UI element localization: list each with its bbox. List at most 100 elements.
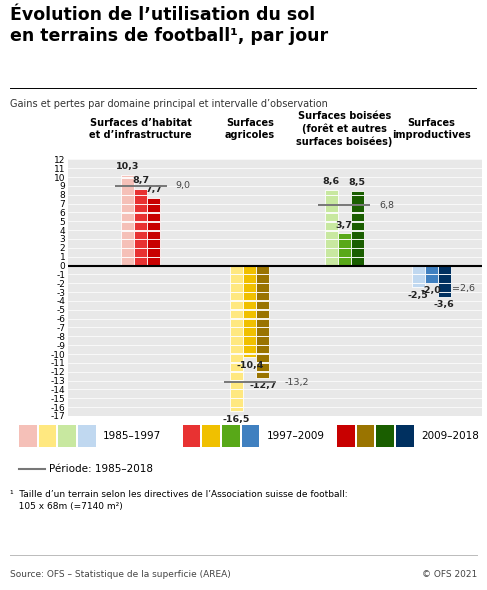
Text: -2,0: -2,0 [421,286,442,296]
Bar [324,195,337,204]
Bar [256,354,269,362]
Bar [134,231,148,239]
FancyBboxPatch shape [356,425,375,447]
Bar [243,345,256,353]
Bar [256,363,269,371]
Bar [351,222,364,230]
Bar [243,327,256,336]
Bar [256,310,269,318]
Bar [121,195,134,204]
Bar [230,354,243,362]
Bar [438,274,451,283]
FancyBboxPatch shape [19,425,37,447]
Bar [324,240,337,248]
Bar [230,327,243,336]
Bar [134,195,148,204]
FancyBboxPatch shape [203,425,220,447]
Bar [243,283,256,291]
Bar [337,257,351,266]
Bar [121,178,134,186]
Bar [121,175,134,177]
Text: ¹  Taille d’un terrain selon les directives de l’Association suisse de football:: ¹ Taille d’un terrain selon les directiv… [10,490,347,510]
Bar [148,222,160,230]
Bar [425,266,438,274]
Bar [230,372,243,380]
Bar [230,363,243,371]
Text: 8,5: 8,5 [349,178,366,187]
Bar [134,222,148,230]
Text: Surfaces
improductives: Surfaces improductives [392,117,470,140]
Bar [121,204,134,212]
Text: © OFS 2021: © OFS 2021 [422,569,477,579]
Bar [134,213,148,221]
Text: 8,6: 8,6 [322,177,339,186]
Text: 1985–1997: 1985–1997 [103,431,162,441]
Bar [148,198,160,204]
Text: 8,7: 8,7 [132,176,150,185]
Text: 2009–2018: 2009–2018 [421,431,479,441]
Bar [243,310,256,318]
Bar [351,195,364,204]
Text: Période: 1985–2018: Période: 1985–2018 [50,464,153,474]
Bar [243,274,256,283]
Bar [324,222,337,230]
Text: 7,7: 7,7 [146,185,162,194]
Bar [256,327,269,336]
Bar [243,336,256,345]
FancyBboxPatch shape [58,425,76,447]
Bar [243,354,256,358]
Bar [243,319,256,327]
Bar [148,248,160,257]
Bar [256,292,269,300]
Bar [121,240,134,248]
Bar [256,274,269,283]
Bar [256,266,269,274]
Bar [148,204,160,212]
FancyBboxPatch shape [78,425,96,447]
Bar [121,186,134,195]
FancyBboxPatch shape [242,425,260,447]
Bar [134,257,148,266]
Bar [148,257,160,266]
Text: Évolution de l’utilisation du sol
en terrains de football¹, par jour: Évolution de l’utilisation du sol en ter… [10,6,328,45]
Bar [324,204,337,212]
Bar [256,319,269,327]
Bar [230,266,243,274]
Bar [351,191,364,195]
FancyBboxPatch shape [183,425,201,447]
Bar [324,257,337,266]
Text: 1997–2009: 1997–2009 [267,431,325,441]
Text: -2,5: -2,5 [408,291,429,300]
FancyBboxPatch shape [222,425,240,447]
Bar [121,222,134,230]
FancyBboxPatch shape [39,425,56,447]
Bar [230,336,243,345]
Bar [121,248,134,257]
Bar [230,389,243,398]
Text: Surfaces d’habitat
et d’infrastructure: Surfaces d’habitat et d’infrastructure [90,117,192,140]
Bar [148,231,160,239]
Bar [148,213,160,221]
Text: -12,7: -12,7 [249,381,277,390]
Bar [121,257,134,266]
Bar [324,248,337,257]
Bar [324,213,337,221]
Bar [438,283,451,291]
Bar [324,231,337,239]
FancyBboxPatch shape [376,425,394,447]
Bar [425,274,438,283]
Bar [412,283,425,287]
Text: Surfaces
agricoles: Surfaces agricoles [225,117,275,140]
Text: 9,0: 9,0 [176,181,191,191]
Bar [134,240,148,248]
Bar [412,274,425,283]
Bar [121,231,134,239]
Bar [351,231,364,239]
Bar [324,190,337,195]
Bar [256,301,269,309]
Bar [256,283,269,291]
Text: -13,2: -13,2 [284,378,309,387]
Bar [230,310,243,318]
Bar [230,301,243,309]
Bar [256,372,269,378]
